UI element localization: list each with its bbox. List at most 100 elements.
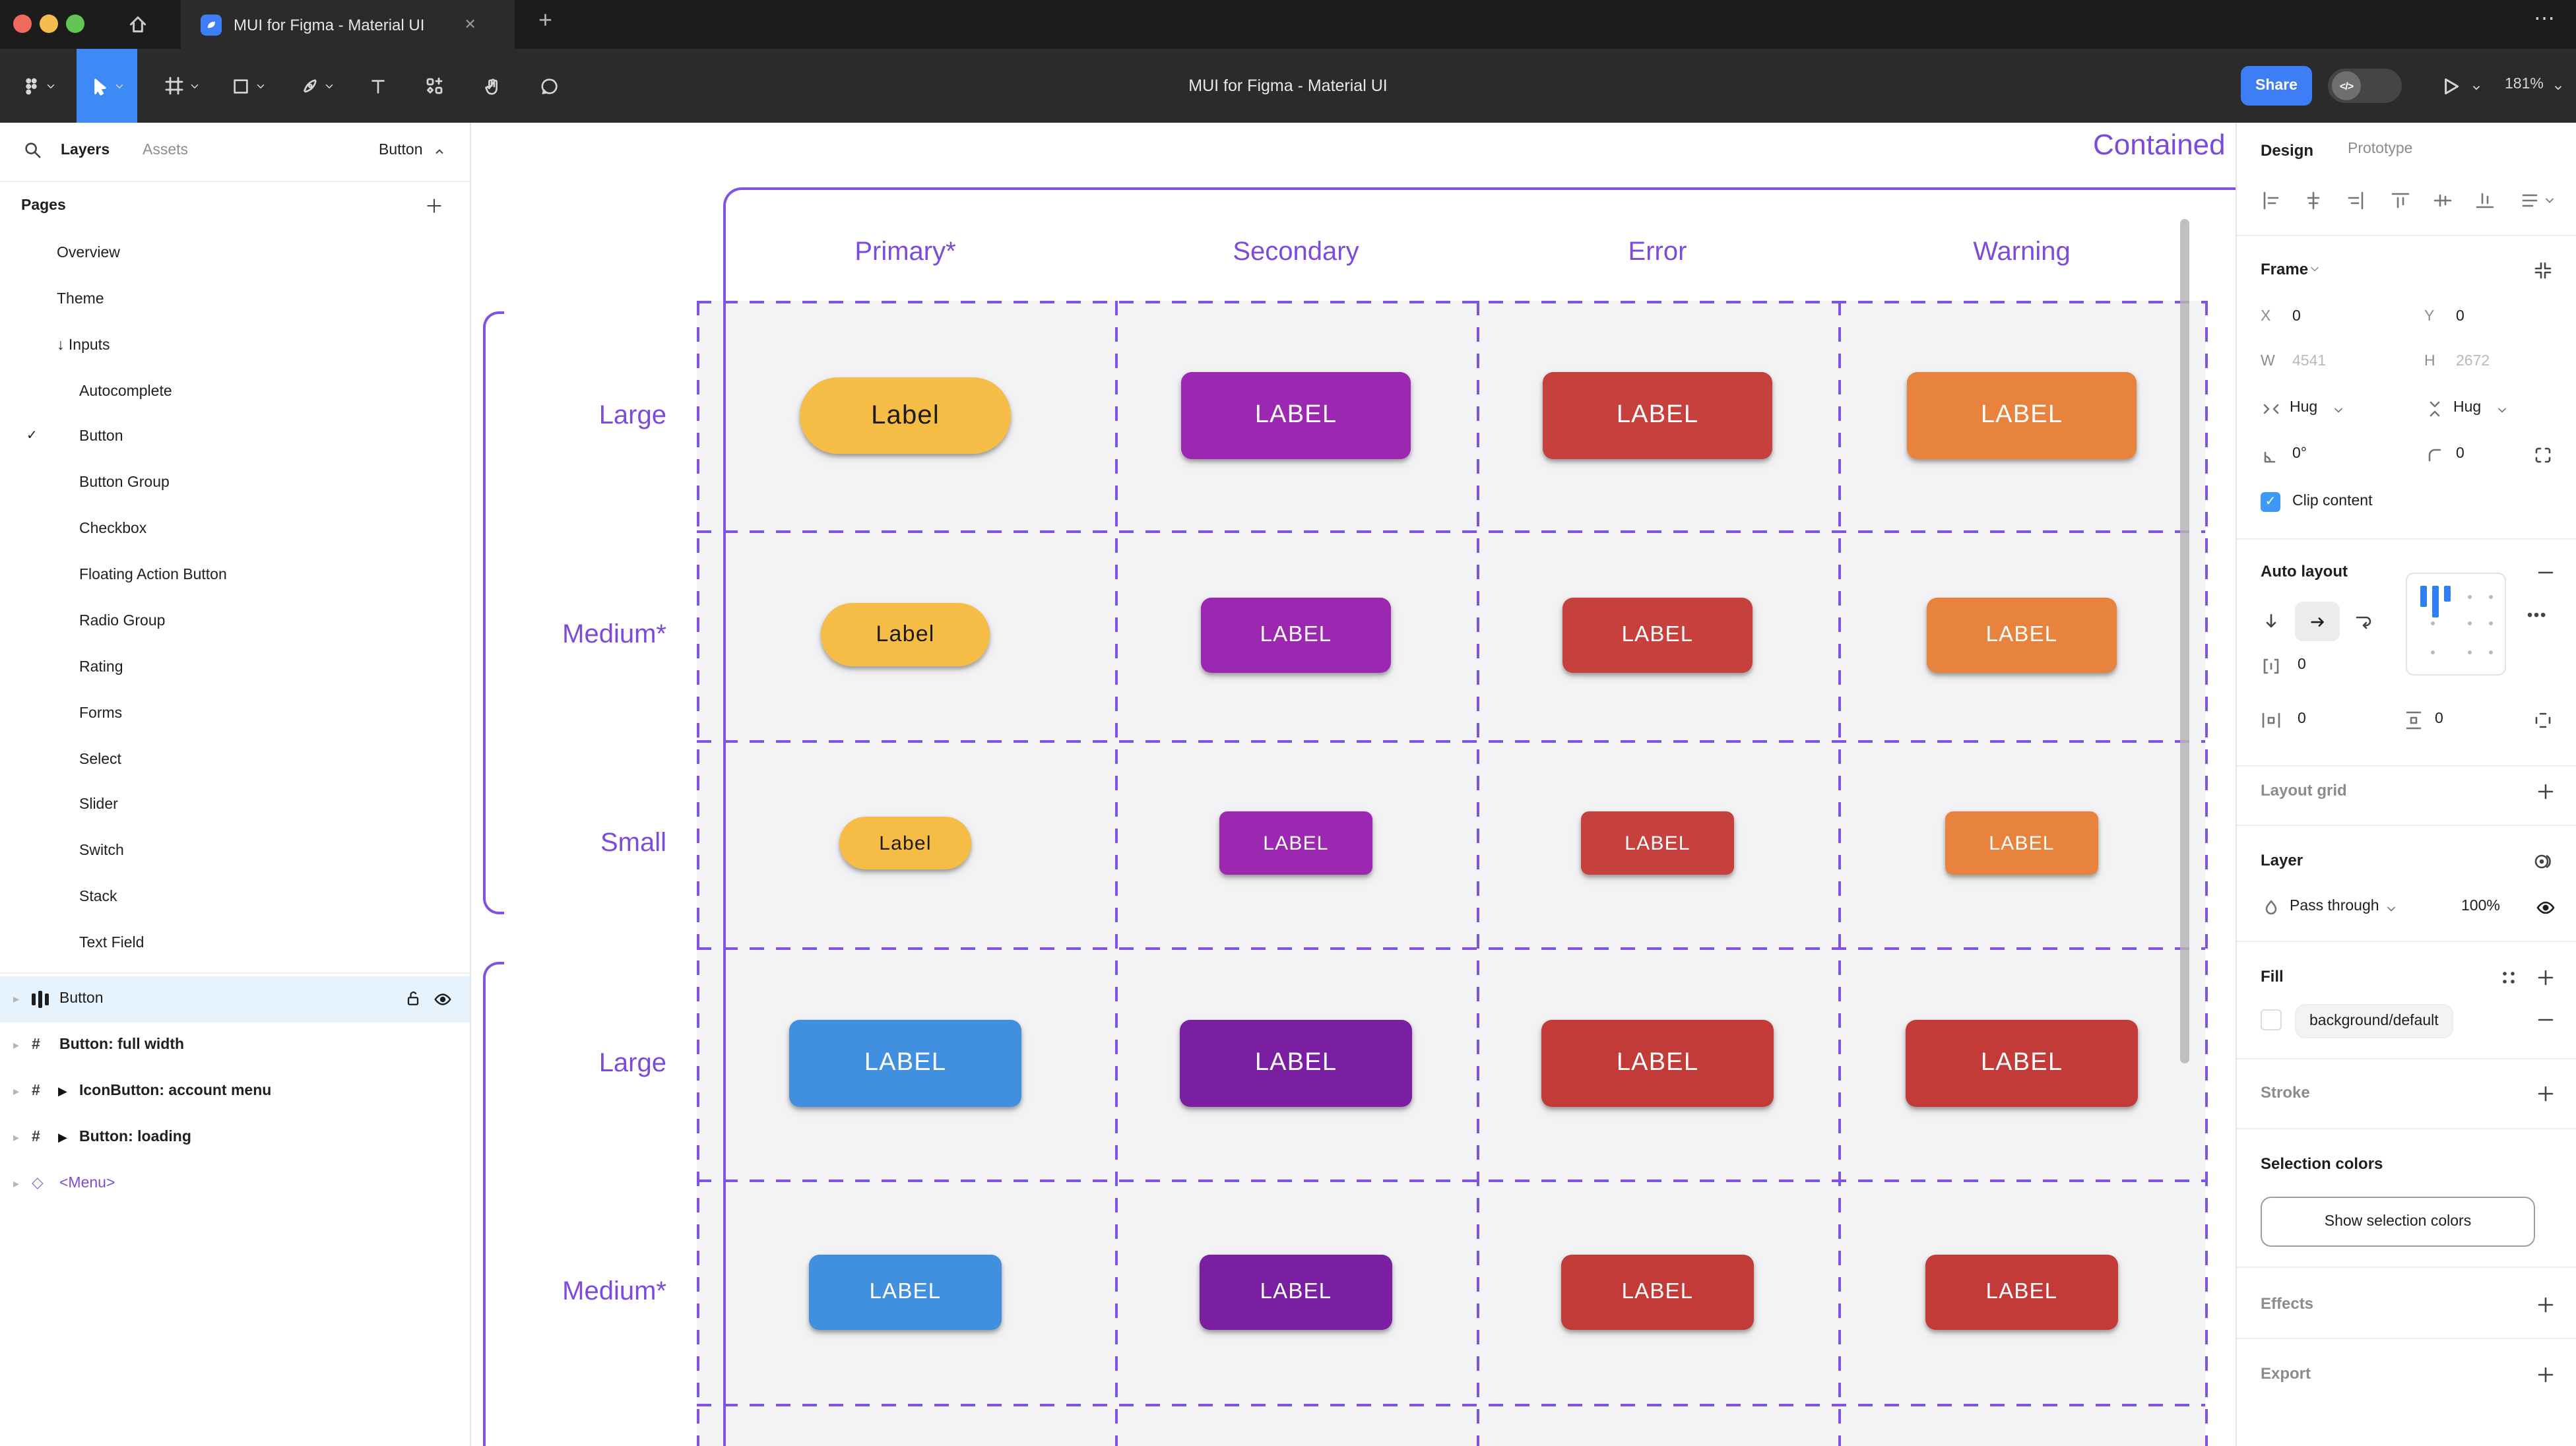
- distribute-icon[interactable]: [2519, 190, 2540, 211]
- w-value[interactable]: 4541: [2292, 354, 2327, 369]
- h-value[interactable]: 2672: [2456, 354, 2490, 369]
- hand-tool-button[interactable]: [474, 49, 511, 123]
- chevron-down-icon[interactable]: [2308, 263, 2321, 276]
- zoom-chevron-icon[interactable]: [2552, 82, 2564, 94]
- layer-row-button[interactable]: ▸ Button: [0, 976, 470, 1022]
- search-icon[interactable]: [22, 140, 42, 160]
- blend-mode-icon[interactable]: [2532, 851, 2554, 872]
- sidebar-page-slider[interactable]: Slider: [0, 782, 470, 827]
- canvas-button[interactable]: LABEL: [1906, 1020, 2138, 1107]
- sidebar-page-autocomplete[interactable]: Autocomplete: [0, 369, 470, 414]
- sidebar-page-checkbox[interactable]: Checkbox: [0, 507, 470, 551]
- y-value[interactable]: 0: [2456, 309, 2464, 325]
- tab-close-icon[interactable]: ✕: [464, 17, 476, 33]
- sidebar-page-select[interactable]: Select: [0, 738, 470, 782]
- chevron-down-icon[interactable]: [2385, 902, 2398, 916]
- add-page-icon[interactable]: [425, 197, 443, 215]
- text-tool-button[interactable]: [359, 49, 396, 123]
- align-vertical-center-icon[interactable]: [2432, 190, 2453, 211]
- expand-chevron-icon[interactable]: ▸: [13, 992, 20, 1005]
- chevron-up-icon[interactable]: [433, 145, 446, 158]
- x-value[interactable]: 0: [2292, 309, 2301, 325]
- blend-mode-value[interactable]: Pass through: [2290, 898, 2379, 914]
- expand-chevron-icon[interactable]: ▸: [13, 1084, 20, 1098]
- align-bottom-icon[interactable]: [2474, 190, 2496, 211]
- present-chevron-icon[interactable]: [2470, 82, 2482, 94]
- rotation-value[interactable]: 0°: [2292, 446, 2307, 462]
- canvas-button[interactable]: Label: [800, 377, 1011, 454]
- layout-vertical-icon[interactable]: [2261, 611, 2282, 632]
- canvas-button[interactable]: LABEL: [789, 1020, 1021, 1107]
- add-stroke-icon[interactable]: [2535, 1083, 2556, 1104]
- sidebar-page-floating-action-button[interactable]: Floating Action Button: [0, 553, 470, 598]
- individual-padding-icon[interactable]: [2532, 710, 2554, 731]
- align-right-icon[interactable]: [2345, 190, 2366, 211]
- move-tool-button[interactable]: [77, 49, 137, 123]
- canvas-button[interactable]: LABEL: [1927, 597, 2117, 672]
- eye-icon[interactable]: [433, 990, 453, 1009]
- add-layout-grid-icon[interactable]: [2535, 781, 2556, 802]
- canvas-button[interactable]: LABEL: [1201, 597, 1391, 672]
- layout-wrap-icon[interactable]: [2353, 611, 2374, 632]
- layer-row-iconbutton-account-menu[interactable]: ▸ # ▶ IconButton: account menu: [0, 1069, 470, 1115]
- canvas-button[interactable]: Label: [839, 817, 971, 869]
- frame-tool-button[interactable]: [156, 49, 209, 123]
- sidebar-page-rating[interactable]: Rating: [0, 645, 470, 690]
- sidebar-page-button-group[interactable]: Button Group: [0, 460, 470, 505]
- canvas-button[interactable]: Label: [821, 603, 990, 666]
- remove-auto-layout-icon[interactable]: [2535, 562, 2556, 583]
- styles-icon[interactable]: [2498, 967, 2519, 988]
- canvas-button[interactable]: LABEL: [1543, 372, 1772, 459]
- shape-tool-button[interactable]: [222, 49, 274, 123]
- horizontal-padding-value[interactable]: 0: [2298, 711, 2306, 727]
- expand-chevron-icon[interactable]: ▸: [13, 1038, 20, 1052]
- add-effect-icon[interactable]: [2535, 1294, 2556, 1315]
- auto-layout-more-icon[interactable]: •••: [2527, 608, 2548, 624]
- independent-corners-icon[interactable]: [2532, 445, 2554, 466]
- canvas-button[interactable]: LABEL: [1907, 372, 2137, 459]
- canvas-button[interactable]: LABEL: [809, 1254, 1002, 1329]
- auto-layout-alignment-box[interactable]: [2406, 573, 2506, 676]
- canvas-button[interactable]: LABEL: [1561, 1254, 1754, 1329]
- canvas-button[interactable]: LABEL: [1180, 1020, 1412, 1107]
- collapse-icon[interactable]: [2532, 260, 2554, 281]
- chevron-down-icon[interactable]: [2332, 404, 2345, 417]
- clip-content-label[interactable]: Clip content: [2292, 493, 2373, 509]
- layer-row-button-loading[interactable]: ▸ # ▶ Button: loading: [0, 1115, 470, 1161]
- canvas-button[interactable]: LABEL: [1562, 597, 1753, 672]
- comment-tool-button[interactable]: [531, 49, 567, 123]
- expand-chevron-icon[interactable]: ▸: [13, 1177, 20, 1190]
- sidebar-page-stack[interactable]: Stack: [0, 875, 470, 920]
- sidebar-page-radio-group[interactable]: Radio Group: [0, 599, 470, 644]
- canvas-button[interactable]: LABEL: [1925, 1254, 2118, 1329]
- align-horizontal-center-icon[interactable]: [2303, 190, 2324, 211]
- zoom-level[interactable]: 181%: [2505, 77, 2544, 92]
- sidebar-page-inputs[interactable]: ↓ Inputs: [0, 323, 470, 368]
- layer-row-button-full-width[interactable]: ▸ # Button: full width: [0, 1022, 470, 1069]
- window-more-icon[interactable]: ⋯: [2534, 8, 2555, 30]
- tab-design[interactable]: Design: [2261, 141, 2314, 160]
- sidebar-page-theme[interactable]: Theme: [0, 277, 470, 322]
- frame-section-title[interactable]: Frame: [2261, 260, 2309, 278]
- expand-chevron-icon[interactable]: ▸: [13, 1131, 20, 1144]
- traffic-light-minimize[interactable]: [40, 15, 58, 33]
- align-left-icon[interactable]: [2261, 190, 2282, 211]
- chevron-down-icon[interactable]: [2496, 404, 2509, 417]
- sidebar-page-button[interactable]: ✓ Button: [0, 414, 470, 459]
- home-icon[interactable]: [127, 13, 149, 36]
- canvas-button[interactable]: LABEL: [1200, 1254, 1392, 1329]
- corner-radius-value[interactable]: 0: [2456, 446, 2464, 462]
- tab-layers[interactable]: Layers: [61, 142, 110, 158]
- share-button[interactable]: Share: [2241, 66, 2312, 106]
- canvas-button[interactable]: LABEL: [1219, 811, 1372, 875]
- tab-assets[interactable]: Assets: [143, 142, 189, 158]
- clip-content-checkbox[interactable]: ✓: [2261, 492, 2280, 512]
- sidebar-page-forms[interactable]: Forms: [0, 691, 470, 736]
- frame-title[interactable]: Contained: [2093, 128, 2226, 161]
- remove-fill-icon[interactable]: [2535, 1009, 2556, 1030]
- sidebar-page-overview[interactable]: Overview: [0, 231, 470, 276]
- layout-horizontal-selected[interactable]: [2295, 602, 2340, 641]
- add-fill-icon[interactable]: [2535, 967, 2556, 988]
- traffic-light-close[interactable]: [13, 15, 32, 33]
- present-button[interactable]: [2439, 75, 2461, 98]
